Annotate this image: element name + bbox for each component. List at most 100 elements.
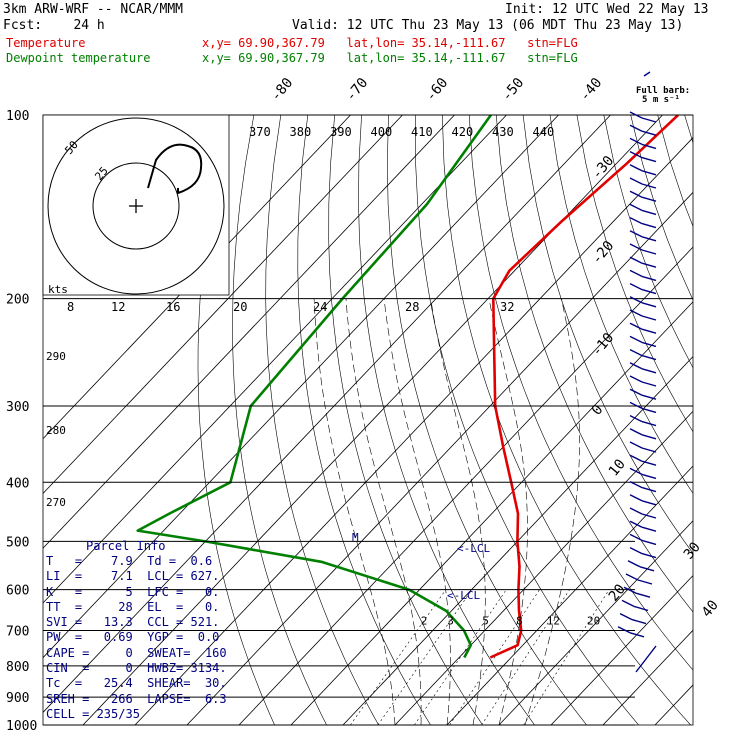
wind-barb [629, 296, 643, 304]
isotherm-line [550, 574, 693, 725]
wind-barb [629, 190, 643, 198]
pressure-tick-label: 100 [6, 109, 29, 124]
barb-legend-unit: 5 m s⁻¹ [642, 95, 680, 105]
wind-barb [641, 236, 657, 242]
isotherm-line [654, 684, 693, 725]
header-init: Init: 12 UTC Wed 22 May 13 [505, 2, 709, 17]
theta-label: 430 [492, 125, 514, 139]
theta-left-label: 280 [46, 424, 66, 437]
wind-barb [629, 230, 643, 238]
hodograph-speed-label: 20 [233, 300, 247, 314]
theta-label: 420 [452, 125, 474, 139]
wind-barb [629, 164, 643, 172]
wind-barb [629, 375, 643, 383]
wind-barb [641, 262, 657, 268]
dry-adiabat-line [358, 115, 535, 725]
hodograph-speed-label: 32 [500, 300, 514, 314]
temperature-profile [489, 115, 679, 659]
isotherm-label: -40 [577, 75, 606, 105]
wind-barb [641, 500, 657, 506]
dry-adiabat-line [442, 115, 691, 725]
wind-barb [629, 480, 643, 489]
wind-barb [629, 414, 643, 423]
wind-barb [629, 203, 643, 212]
wind-barb [629, 111, 643, 119]
mixing-ratio-line [481, 589, 570, 725]
dry-adiabat-line [549, 115, 693, 494]
wind-barb [621, 599, 635, 608]
parcel-info-row: SVI = 13.3 CCL = 521. [46, 615, 220, 630]
wind-barb [641, 420, 657, 427]
wind-barb [641, 407, 657, 414]
pressure-tick-label: 200 [6, 293, 29, 308]
moist-adiabat-line [345, 298, 422, 725]
isotherm-line [342, 355, 693, 725]
parcel-info-row: SREH = 266 LAPSE= 6.3 [46, 691, 227, 706]
dry-adiabat-line [415, 115, 639, 725]
isotherm-line [446, 465, 693, 725]
wind-barb [629, 632, 645, 638]
wind-barb [629, 520, 643, 528]
wind-barb [629, 216, 643, 225]
wind-barb [629, 467, 643, 476]
mixing-ratio-label: 3 [447, 615, 454, 628]
mixing-ratio-label: 20 [587, 615, 600, 628]
wind-barb [629, 243, 643, 251]
wind-barb [641, 170, 657, 176]
wind-barb [641, 486, 657, 493]
wind-barb [625, 573, 639, 581]
wind-barb [641, 156, 657, 163]
hodograph-unit-label: kts [48, 283, 68, 296]
dry-adiabat-line [495, 115, 693, 613]
wind-barb [629, 137, 643, 146]
isotherm-line [290, 301, 693, 725]
legend-dewpoint: Dewpoint temperature [6, 51, 151, 65]
hodograph-speed-label: 16 [166, 300, 180, 314]
theta-left-label: 290 [46, 350, 66, 363]
isotherm-label: 10 [606, 456, 629, 479]
parcel-info-row: LI = 7.1 LCL = 627. [46, 569, 220, 584]
dry-adiabat-line [297, 115, 431, 725]
wind-barb [629, 388, 643, 396]
barb-legend-glyph [643, 71, 651, 77]
dry-adiabat-line [712, 115, 740, 725]
parcel-info-title: Parcel Info [86, 539, 166, 553]
hodograph-ring [47, 117, 225, 295]
moist-adiabat-line [524, 298, 580, 725]
wind-barb [629, 322, 643, 330]
parcel-info-row: K = 5 LFC = 0. [46, 584, 220, 599]
wind-barb [641, 328, 657, 334]
wind-barb [641, 354, 657, 361]
wind-barb [629, 362, 643, 370]
mixing-ratio-line [449, 589, 540, 725]
wind-barb [629, 441, 643, 449]
isotherm-label: -70 [343, 75, 372, 105]
wind-barb [641, 302, 657, 308]
isotherm-line [238, 246, 693, 725]
dry-adiabat-line [657, 115, 693, 228]
mixing-ratio-label: 8 [516, 615, 523, 628]
mixing-ratio-label: 5 [482, 615, 489, 628]
parcel-info-panel: Parcel Info T = 7.9 Td = 0.6 LI = 7.1 LCL… [46, 538, 227, 722]
isotherm-label: -80 [268, 75, 297, 105]
barb-legend-title: Full barb: [636, 86, 691, 96]
pressure-tick-label: 400 [6, 476, 29, 491]
dewpoint-profile [136, 115, 492, 659]
theta-label: 380 [290, 125, 312, 139]
parcel-info-row: TT = 28 EL = 0. [46, 599, 220, 614]
theta-label: 370 [249, 125, 271, 139]
hodograph-speed-label: 8 [67, 300, 74, 314]
wind-barb [629, 428, 643, 436]
wind-barb [641, 552, 657, 559]
isotherm-label: 30 [681, 539, 704, 562]
theta-label: 440 [533, 125, 555, 139]
parcel-info-row: T = 7.9 Td = 0.6 [46, 554, 213, 568]
wind-barb [629, 282, 643, 291]
annotation-lcl: <-LCL [447, 589, 480, 602]
wind-barb [641, 249, 657, 255]
pressure-tick-label: 500 [6, 535, 29, 550]
pressure-tick-label: 800 [6, 660, 29, 675]
isotherm-line [498, 520, 693, 725]
wind-barb [627, 560, 641, 568]
